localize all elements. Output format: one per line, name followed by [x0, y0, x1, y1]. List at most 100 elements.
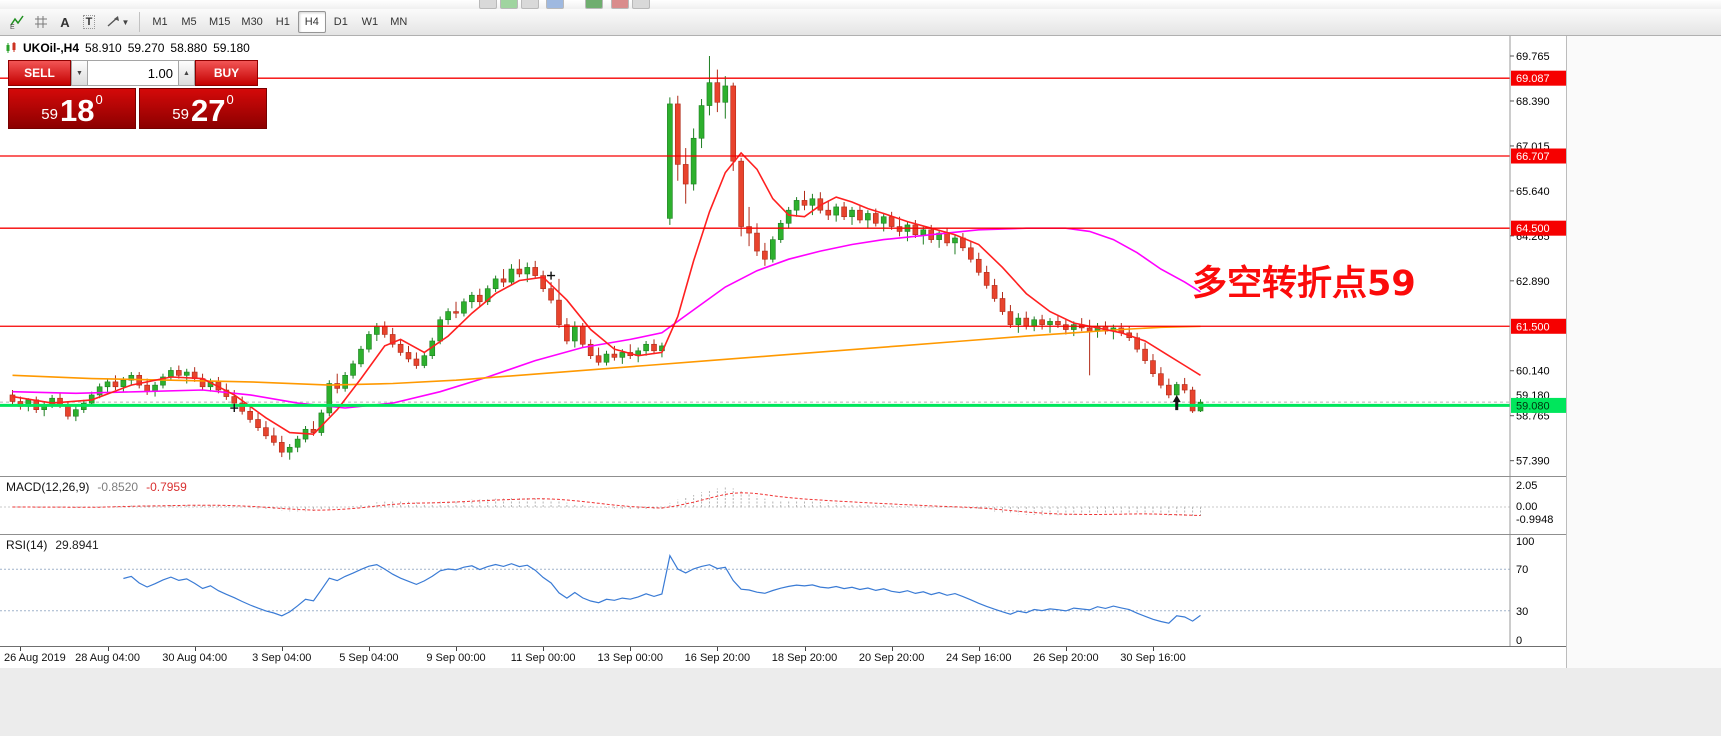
time-axis[interactable]: 26 Aug 2019 28 Aug 04:00 30 Aug 04:00 3 Sep… — [0, 646, 1566, 668]
buy-button[interactable]: BUY — [195, 60, 258, 86]
svg-text:2.05: 2.05 — [1516, 480, 1537, 492]
time-axis-tick — [717, 647, 719, 651]
chart-markers-layer — [230, 271, 1181, 413]
time-axis-tick — [1152, 647, 1154, 651]
time-axis-label: 26 Sep 20:00 — [1033, 652, 1099, 664]
grid-icon — [35, 16, 47, 28]
timeframe-button-d1[interactable]: D1 — [327, 11, 355, 33]
svg-text:57.390: 57.390 — [1516, 456, 1550, 468]
volume-increase-button[interactable]: ▲ — [178, 60, 195, 86]
svg-text:69.765: 69.765 — [1516, 51, 1550, 63]
timeframe-button-m30[interactable]: M30 — [236, 11, 267, 33]
cropped-toolbar-icon[interactable] — [611, 0, 629, 9]
chart-annotation-text[interactable]: 多空转折点59 — [1192, 264, 1416, 304]
timeframe-toolbar: M1 M5 M15 M30 H1 H4 D1 W1 MN — [146, 11, 413, 33]
svg-text:-0.9948: -0.9948 — [1516, 514, 1553, 526]
cropped-toolbar-icon[interactable] — [521, 0, 539, 9]
plus-marker-icon — [547, 271, 556, 280]
arrow-up-icon — [1172, 395, 1181, 411]
sell-price-display[interactable]: 59 18 0 — [8, 88, 136, 129]
timeframe-button-m1[interactable]: M1 — [146, 11, 174, 33]
cropped-toolbar-icon[interactable] — [585, 0, 603, 9]
quote-low: 58.880 — [170, 41, 208, 55]
time-axis-tick — [20, 647, 22, 651]
timeframe-button-h1[interactable]: H1 — [269, 11, 297, 33]
sell-price-prefix: 59 — [41, 106, 58, 123]
volume-input[interactable] — [88, 60, 178, 86]
text-tool-button[interactable]: T — [77, 11, 101, 33]
time-axis-label: 24 Sep 16:00 — [946, 652, 1012, 664]
time-axis-tick — [543, 647, 545, 651]
chart-window[interactable]: 69.765 68.390 67.015 65.640 64.265 62.890 60.1… — [0, 36, 1567, 668]
chart-canvas[interactable]: 69.76568.39067.01565.64064.26562.89060.1… — [0, 36, 1566, 476]
time-axis-tick — [978, 647, 980, 651]
toolbar-separator — [139, 12, 140, 32]
svg-text:61.500: 61.500 — [1516, 321, 1550, 333]
macd-signal-line — [12, 492, 1201, 516]
sell-price-big: 18 — [59, 92, 95, 128]
time-axis-label: 30 Sep 16:00 — [1120, 652, 1186, 664]
svg-text:59.080: 59.080 — [1516, 400, 1550, 412]
time-axis-label: 18 Sep 20:00 — [771, 652, 838, 664]
svg-text:65.640: 65.640 — [1516, 186, 1550, 198]
main-toolbar: E A T ▼ M1 M5 M15 M30 H1 H4 D1 W1 MN — [0, 9, 1721, 36]
quote-close: 59.180 — [213, 41, 250, 55]
svg-text:69.087: 69.087 — [1516, 73, 1550, 85]
timeframe-button-m5[interactable]: M5 — [175, 11, 203, 33]
svg-text:30: 30 — [1516, 606, 1528, 618]
chevron-up-icon: ▲ — [183, 69, 190, 77]
shapes-dropdown-button[interactable]: ▼ — [101, 11, 133, 33]
time-axis-label: 20 Sep 20:00 — [858, 652, 925, 664]
svg-text:68.390: 68.390 — [1516, 96, 1550, 108]
cropped-toolbar-icon[interactable] — [632, 0, 650, 9]
candles-layer — [9, 56, 1204, 460]
time-axis-label: 11 Sep 00:00 — [510, 652, 576, 664]
chevron-down-icon: ▼ — [121, 17, 130, 27]
cropped-toolbar-icon[interactable] — [546, 0, 564, 9]
timeframe-button-m15[interactable]: M15 — [204, 11, 235, 33]
shapes-dropdown-icon — [107, 16, 119, 27]
time-axis-label: 26 Aug 2019 — [4, 652, 66, 664]
time-axis-tick — [194, 647, 196, 651]
grid-button[interactable] — [29, 11, 53, 33]
cropped-toolbar-icon[interactable] — [479, 0, 497, 9]
time-axis-tick — [1065, 647, 1067, 651]
svg-text:70: 70 — [1516, 564, 1528, 576]
svg-text:0: 0 — [1516, 635, 1522, 646]
plus-marker-icon — [230, 404, 239, 413]
indicators-button[interactable]: E — [5, 11, 29, 33]
quote-open: 58.910 — [85, 41, 122, 55]
chevron-down-icon: ▼ — [76, 69, 83, 77]
time-axis-tick — [630, 647, 632, 651]
macd-pane[interactable]: 2.05 0.00 -0.9948 MACD(12,26,9) -0.8520 -0… — [0, 476, 1566, 534]
toolbar-overflow-strip — [0, 0, 1721, 9]
time-axis-tick — [368, 647, 370, 651]
text-label-button[interactable]: A — [53, 11, 77, 33]
sell-button[interactable]: SELL — [8, 60, 71, 86]
time-axis-label: 16 Sep 20:00 — [684, 652, 751, 664]
macd-canvas: 2.05 0.00-0.9948 — [0, 477, 1553, 534]
svg-text:66.707: 66.707 — [1516, 151, 1550, 163]
timeframe-button-mn[interactable]: MN — [385, 11, 413, 33]
time-axis-label: 28 Aug 04:00 — [75, 652, 140, 664]
rsi-line — [123, 554, 1201, 624]
timeframe-button-h4[interactable]: H4 — [297, 11, 326, 33]
svg-text:0.00: 0.00 — [1516, 501, 1537, 513]
buy-price-display[interactable]: 59 27 0 — [139, 88, 267, 129]
time-axis-label: 30 Aug 04:00 — [162, 652, 228, 664]
timeframe-button-w1[interactable]: W1 — [356, 11, 384, 33]
time-axis-tick — [281, 647, 283, 651]
quote-header: UKOil-,H4 58.910 59.270 58.880 59.180 — [5, 41, 250, 55]
buy-price-sup: 0 — [226, 92, 234, 107]
time-axis-tick — [804, 647, 806, 651]
time-axis-tick — [107, 647, 109, 651]
ma-slow — [12, 227, 1201, 409]
volume-dropdown-button[interactable]: ▼ — [71, 60, 88, 86]
svg-text:60.140: 60.140 — [1516, 366, 1550, 378]
chart-icon — [6, 42, 16, 53]
cropped-toolbar-icon[interactable] — [500, 0, 518, 9]
rsi-pane[interactable]: 100 70 30 0 RSI(14) 29.8941 — [0, 534, 1566, 647]
text-label-icon: A — [60, 14, 70, 30]
moving-averages-layer — [12, 151, 1201, 436]
svg-text:100: 100 — [1516, 536, 1534, 548]
